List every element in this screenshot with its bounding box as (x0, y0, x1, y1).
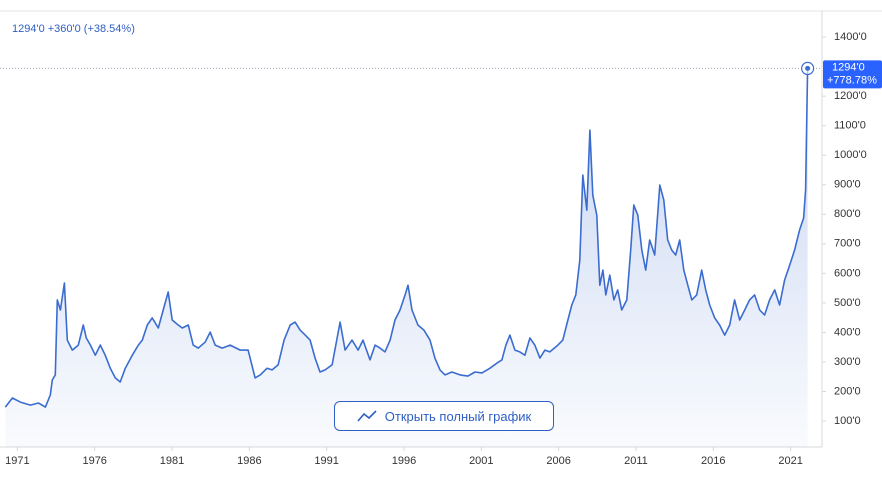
y-tick-label: 300'0 (834, 356, 861, 368)
y-tick-label: 100'0 (834, 415, 861, 427)
area-fill (5, 68, 808, 448)
x-tick-label: 2016 (701, 455, 725, 467)
y-tick-label: 900'0 (834, 179, 861, 191)
y-tick-label: 1400'0 (834, 31, 867, 43)
x-tick-label: 2011 (624, 455, 648, 467)
x-tick-label: 1981 (160, 455, 184, 467)
button-label: Открыть полный график (384, 408, 532, 424)
last-point (805, 65, 811, 71)
y-tick-label: 1200'0 (834, 90, 867, 102)
x-tick-label: 1991 (314, 455, 338, 467)
last-change-label: +778.78% (827, 74, 877, 86)
y-tick-label: 200'0 (834, 385, 861, 397)
y-tick-label: 800'0 (834, 208, 861, 220)
last-price-box (823, 60, 882, 89)
header-quote: 1294'0 +360'0 (+38.54%) (12, 23, 135, 35)
last-price-label: 1294'0 (832, 61, 865, 73)
x-tick-label: 1976 (82, 455, 106, 467)
price-line (4, 68, 809, 408)
open-chart-button[interactable]: Открыть полный график (334, 401, 554, 431)
y-tick-label: 1000'0 (834, 149, 867, 161)
x-tick-label: 1996 (392, 455, 416, 467)
x-tick-label: 2006 (546, 455, 570, 467)
x-tick-label: 1986 (237, 455, 261, 467)
plot: 100'0 200'0 300'0 400'0 500'0 600'0 700'0 800'0… (0, 31, 882, 467)
button-icon (357, 410, 377, 422)
x-tick-label: 2021 (778, 455, 802, 467)
x-tick-label: 1971 (5, 455, 29, 467)
y-tick-label: 1100'0 (834, 120, 866, 132)
y-tick-label: 600'0 (834, 267, 861, 279)
x-tick-label: 2001 (469, 455, 493, 467)
y-tick-label: 400'0 (834, 326, 861, 338)
y-tick-label: 500'0 (834, 297, 861, 309)
y-tick-label: 700'0 (834, 238, 861, 250)
